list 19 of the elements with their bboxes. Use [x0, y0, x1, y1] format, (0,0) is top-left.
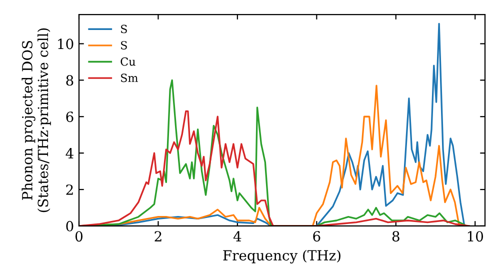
legend-label: Sm [121, 74, 138, 82]
x-tick-label: 10 [468, 231, 484, 242]
legend-label: S [121, 24, 127, 34]
y-tick-label: 6 [66, 112, 74, 122]
legend-label: S [121, 41, 127, 50]
x-tick-label: 4 [233, 231, 242, 242]
x-tick-label: 0 [75, 231, 82, 242]
x-tick-label: 6 [313, 231, 320, 242]
x-tick-label: 2 [154, 231, 162, 242]
y-axis-title: Phonon projected DOS (States/THz·primitive cell) [22, 28, 51, 212]
x-axis-title: Frequency (THz) [223, 250, 340, 264]
y-tick-label: 4 [66, 148, 74, 158]
line-series [79, 110, 470, 226]
legend-label: Cu [120, 57, 136, 66]
y-tick-label: 8 [66, 75, 74, 86]
y-tick-label: 0 [66, 220, 74, 232]
x-tick-label: 8 [392, 231, 400, 242]
y-tick-label: 2 [66, 184, 73, 195]
y-tick-label: 10 [58, 38, 74, 50]
